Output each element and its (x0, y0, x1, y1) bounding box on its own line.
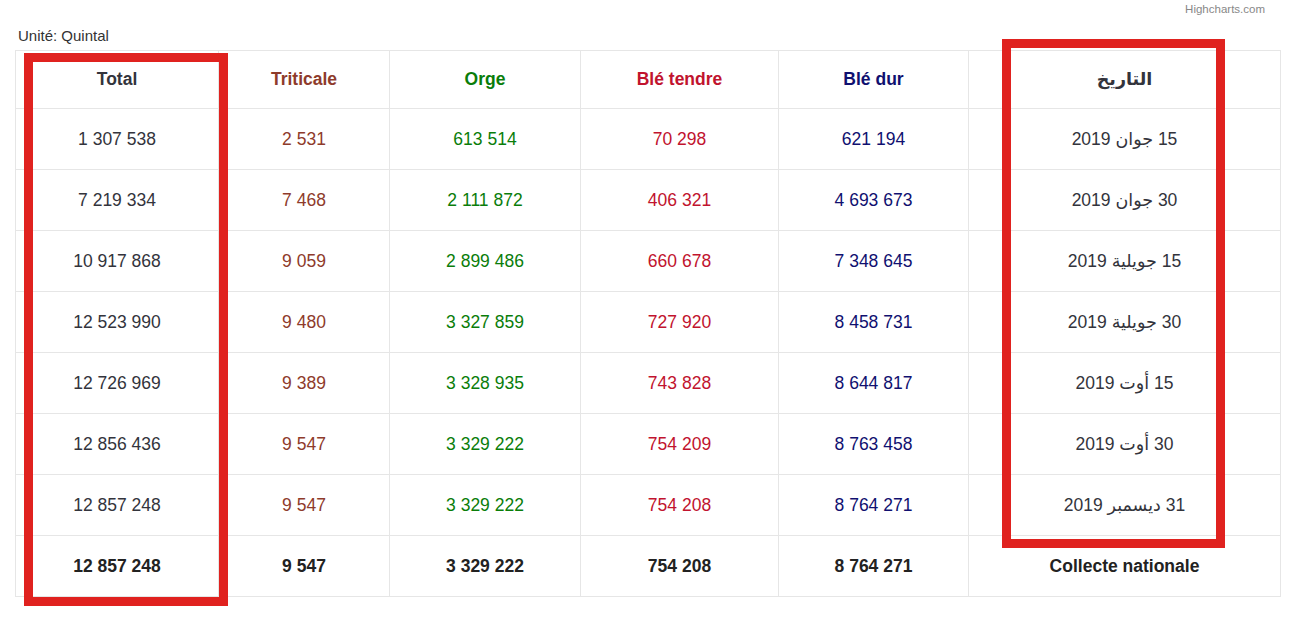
column-header-ble_tendre: Blé tendre (581, 51, 779, 109)
cell-orge: 3 329 222 (390, 536, 581, 597)
column-header-ble_dur: Blé dur (779, 51, 969, 109)
cell-ble_dur: 8 764 271 (779, 536, 969, 597)
cell-triticale: 9 547 (219, 414, 390, 475)
column-header-triticale: Triticale (219, 51, 390, 109)
cell-triticale: 9 059 (219, 231, 390, 292)
cell-ble_dur: 8 644 817 (779, 353, 969, 414)
cell-ble_dur: 8 763 458 (779, 414, 969, 475)
highlight-date-column (1002, 39, 1225, 548)
cell-ble_tendre: 660 678 (581, 231, 779, 292)
cell-orge: 613 514 (390, 109, 581, 170)
unit-label: Unité: Quintal (18, 27, 109, 44)
cell-orge: 2 899 486 (390, 231, 581, 292)
cell-ble_tendre: 754 208 (581, 536, 779, 597)
cell-ble_dur: 4 693 673 (779, 170, 969, 231)
cell-ble_tendre: 754 209 (581, 414, 779, 475)
column-header-orge: Orge (390, 51, 581, 109)
cell-ble_tendre: 727 920 (581, 292, 779, 353)
cell-ble_dur: 621 194 (779, 109, 969, 170)
cell-ble_dur: 7 348 645 (779, 231, 969, 292)
cell-triticale: 9 480 (219, 292, 390, 353)
highlight-total-column (24, 53, 228, 606)
highcharts-credits[interactable]: Highcharts.com (1185, 3, 1265, 15)
cell-triticale: 9 547 (219, 536, 390, 597)
cell-triticale: 9 389 (219, 353, 390, 414)
cell-orge: 3 328 935 (390, 353, 581, 414)
cell-triticale: 2 531 (219, 109, 390, 170)
cell-orge: 3 329 222 (390, 475, 581, 536)
cell-ble_tendre: 406 321 (581, 170, 779, 231)
cell-ble_tendre: 70 298 (581, 109, 779, 170)
cell-orge: 3 327 859 (390, 292, 581, 353)
cell-ble_dur: 8 458 731 (779, 292, 969, 353)
cell-triticale: 9 547 (219, 475, 390, 536)
cell-ble_tendre: 743 828 (581, 353, 779, 414)
cell-ble_tendre: 754 208 (581, 475, 779, 536)
cell-orge: 3 329 222 (390, 414, 581, 475)
cell-ble_dur: 8 764 271 (779, 475, 969, 536)
cell-triticale: 7 468 (219, 170, 390, 231)
cell-orge: 2 111 872 (390, 170, 581, 231)
